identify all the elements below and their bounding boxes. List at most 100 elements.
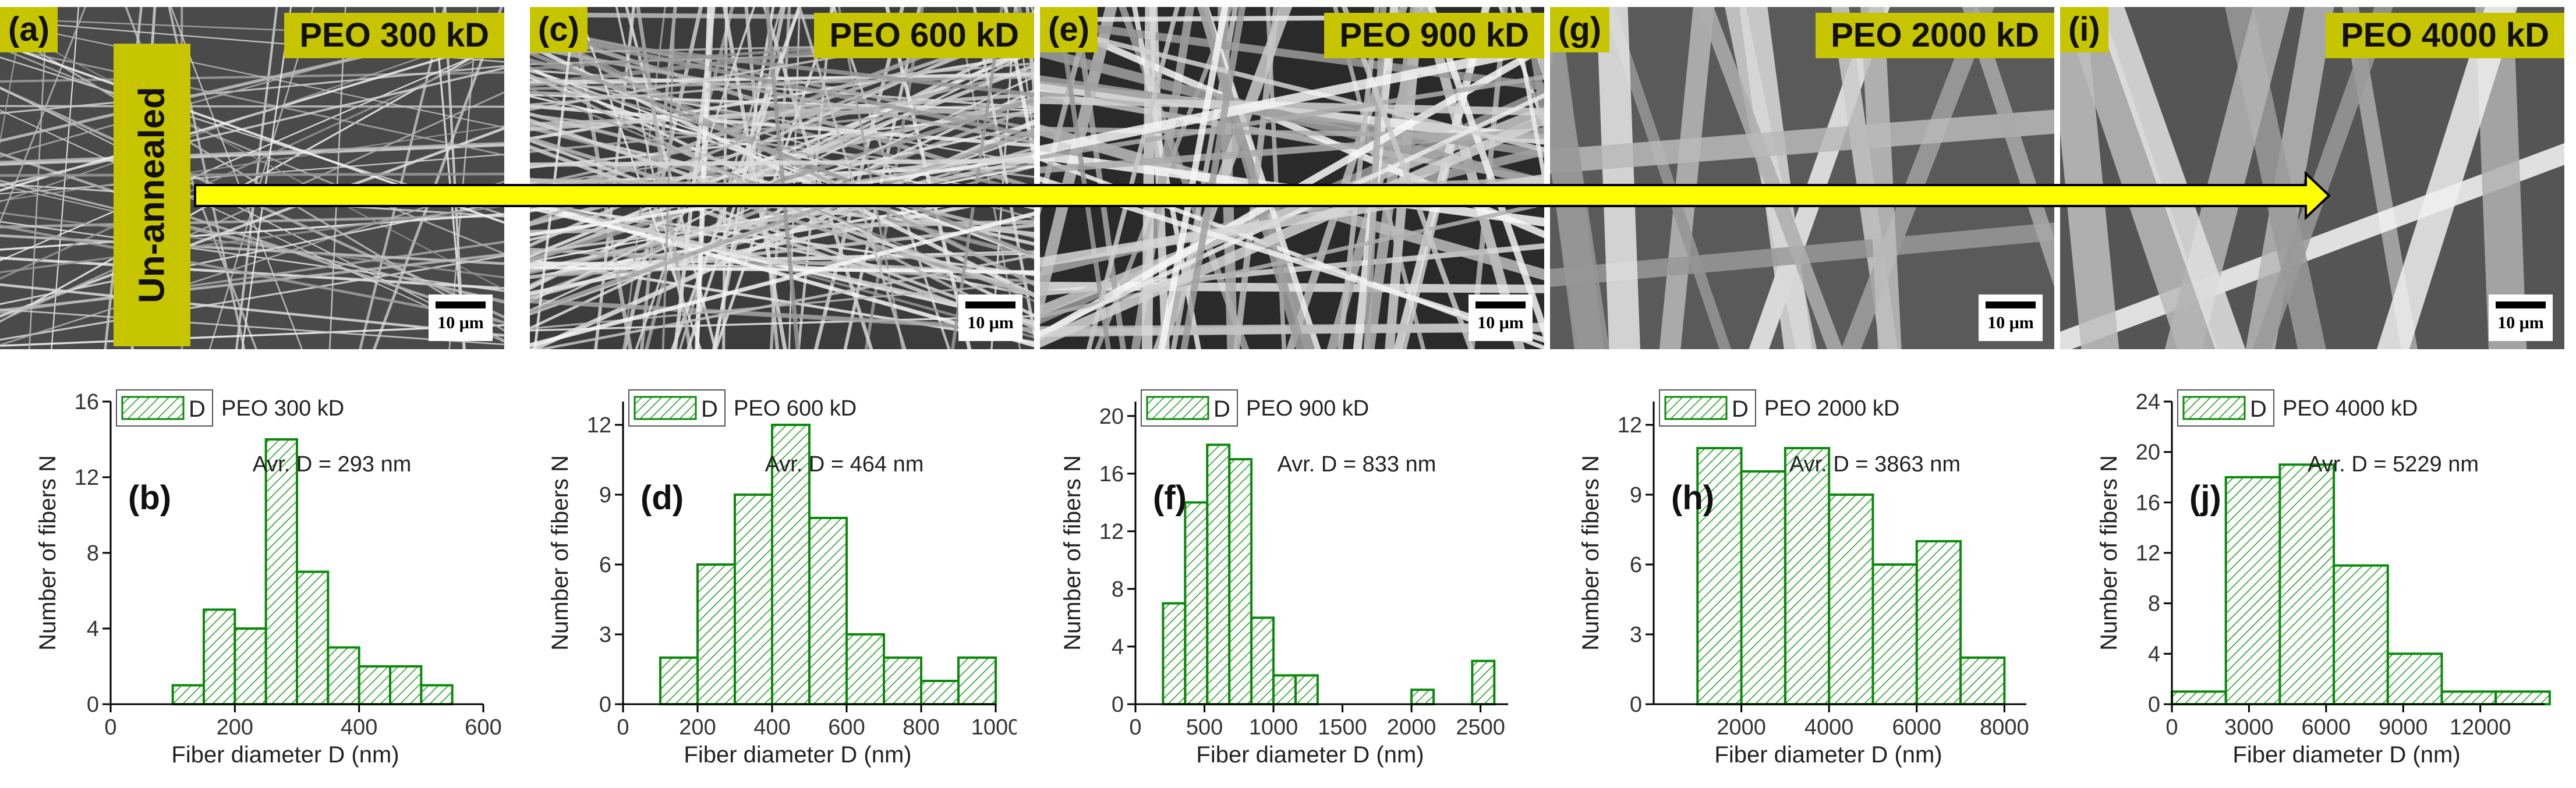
x-tick-label: 2000 [1387,715,1436,740]
x-tick-label: 3000 [2224,715,2274,740]
x-tick-label: 1000 [971,715,1017,740]
x-tick-label: 0 [104,715,116,740]
scale-bar-label: 10 μm [1477,313,1524,332]
panel-title: PEO 600 kD [814,13,1034,58]
x-tick-label: 8000 [1980,715,2029,740]
x-tick-label: 9000 [2379,715,2428,740]
x-tick-label: 0 [1129,715,1141,740]
histogram-bar [1250,616,1275,705]
panel-letter: (i) [2060,7,2108,52]
x-tick-label: 1000 [1249,715,1298,740]
y-tick-label: 12 [1099,520,1124,544]
x-axis-label: Fiber diameter D (nm) [171,742,399,768]
x-axis-label: Fiber diameter D (nm) [2232,742,2460,768]
histogram-bar [1471,659,1496,706]
x-tick-label: 2500 [1456,715,1505,740]
panel-letter: (j) [2189,479,2221,517]
y-tick-label: 20 [2136,441,2160,465]
x-tick-label: 6000 [2302,715,2351,740]
histogram-bar [920,680,960,705]
histogram-bar [1740,470,1786,705]
histogram-bar [1784,447,1831,705]
histogram-bar [1294,674,1319,706]
x-tick-label: 4000 [1804,715,1854,740]
legend: D PEO 900 kD [1141,389,1369,427]
y-tick-label: 6 [1630,553,1642,577]
y-tick-label: 16 [1099,462,1124,487]
y-tick-label: 12 [2136,541,2160,566]
panel-letter: (a) [0,7,58,52]
y-tick-label: 4 [1112,635,1124,659]
y-tick-label: 20 [1099,404,1124,429]
histogram-bar [1915,540,1962,705]
sem-panel-a: (a) PEO 300 kD 10 μm [0,7,504,349]
x-tick-label: 800 [903,715,939,740]
y-axis-label: Number of fibers N [2096,455,2122,651]
molecular-weight-arrow [194,171,2331,221]
legend-label: PEO 900 kD [1246,396,1369,421]
x-axis-label: Fiber diameter D (nm) [684,742,911,768]
legend-symbol: D [189,396,206,422]
y-tick-label: 0 [1112,693,1124,717]
y-axis-label: Number of fibers N [1060,455,1085,651]
histogram-bar [1410,688,1435,706]
panel-letter: (g) [1550,7,1610,52]
legend: D PEO 4000 kD [2177,389,2418,427]
average-annotation: Avr. D = 293 nm [253,452,412,477]
sem-panel-c: (c) PEO 600 kD 10 μm [530,7,1034,349]
y-axis-label: Number of fibers N [1578,455,1604,651]
histogram-bar [203,608,236,705]
histogram-f: 0 4 8 12 16 20 0 500 1000 1500 2000 2500 Fiber diame… [1025,372,1529,788]
panel-letter: (d) [641,479,684,517]
histogram-bar [2171,690,2227,705]
histogram-bar [1696,447,1743,705]
y-tick-label: 9 [599,483,611,507]
x-axis-label: Fiber diameter D (nm) [1714,742,1942,768]
histogram-bar [1959,656,2006,705]
panel-title: PEO 4000 kD [2326,13,2564,58]
panel-letter: (f) [1153,479,1187,517]
y-tick-label: 3 [1630,623,1642,647]
histogram-bar [2278,463,2336,705]
scale-bar-label: 10 μm [1987,313,2034,332]
histogram-bar [659,656,699,705]
arrow-overlay [194,171,2331,221]
x-tick-label: 2000 [1717,715,1766,740]
panel-title: PEO 2000 kD [1816,13,2054,58]
histogram-bar [2333,564,2389,705]
histogram-bar [420,684,454,705]
x-tick-label: 12000 [2450,715,2511,740]
y-tick-label: 16 [2136,491,2160,515]
y-tick-label: 0 [1630,693,1642,717]
legend-label: PEO 600 kD [734,396,857,421]
legend-label: PEO 2000 kD [1764,396,1899,421]
histogram-bar [389,665,423,705]
histogram-bar [1206,443,1231,706]
histogram-bar [1184,501,1209,705]
y-tick-label: 9 [1630,483,1642,507]
scale-bar: 10 μm [1469,294,1533,341]
histogram-bar [1162,602,1187,705]
legend-symbol: D [2250,396,2267,422]
scale-bar: 10 μm [429,294,493,341]
histogram-bar [2494,690,2551,705]
legend: D PEO 600 kD [628,389,857,427]
scale-bar-label: 10 μm [437,313,484,332]
y-tick-label: 4 [87,617,99,641]
histogram-bar [358,665,392,705]
x-tick-label: 0 [617,715,629,740]
histogram-bar [233,627,267,705]
legend-label: PEO 4000 kD [2283,396,2418,421]
x-tick-label: 200 [217,715,253,740]
unannealed-label: Un-annealed [114,44,190,346]
histogram-bar [171,684,205,705]
histogram-bar [696,563,736,705]
legend-symbol: D [1732,396,1749,422]
x-tick-label: 500 [1186,715,1223,740]
y-tick-label: 0 [87,693,99,717]
y-tick-label: 12 [587,413,611,438]
y-axis-label: Number of fibers N [547,455,573,651]
histogram-b: 0 4 8 12 16 0 200 400 600 Fiber diameter D (nm) Nu… [0,372,504,788]
legend-symbol: D [1213,396,1230,422]
average-annotation: Avr. D = 464 nm [765,452,924,477]
